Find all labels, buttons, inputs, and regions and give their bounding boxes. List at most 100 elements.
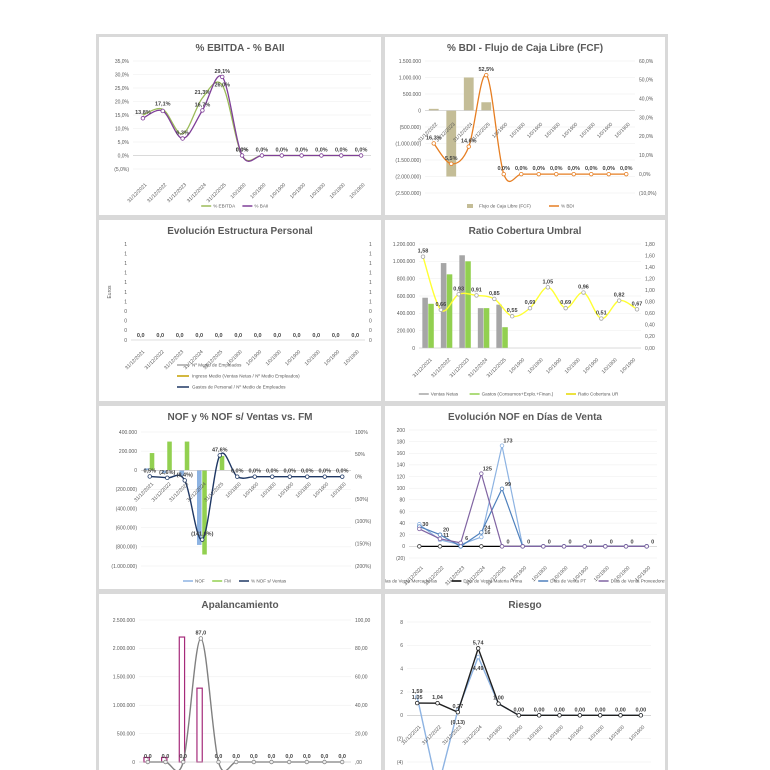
data-label: 0,0 (176, 333, 184, 339)
data-label: (2,6%) (159, 470, 175, 476)
y-tick-label: 1,60 (645, 253, 655, 259)
y-tick-label: 2 (400, 690, 403, 696)
data-label: 52,5% (478, 67, 494, 73)
chart-title: Evolución Estructura Personal (167, 226, 313, 237)
data-label: (8,4%) (177, 472, 193, 478)
bar (428, 303, 434, 348)
data-point (305, 474, 310, 479)
y-tick-label: 60,0% (639, 59, 654, 65)
data-point (634, 307, 640, 312)
data-point (270, 474, 275, 479)
bar (196, 687, 203, 763)
data-point (217, 453, 222, 458)
data-point (160, 108, 165, 114)
data-point (140, 116, 146, 121)
data-label: (141,0%) (191, 532, 213, 538)
data-point (475, 646, 481, 651)
chart-apalancamiento[interactable]: Apalancamiento 0 500.000 1.000.000 1.500.000… (99, 594, 381, 770)
x-tick-label: 31/12/2025 (486, 357, 508, 379)
y-axis-title: Euros (107, 285, 113, 299)
y-tick-label: 8 (400, 620, 403, 626)
data-label: 0,0 (332, 333, 340, 339)
x-tick-label: 1/0/1900 (289, 182, 307, 200)
y-tick-label: 1 (369, 261, 372, 267)
y-tick-label: (150%) (355, 541, 371, 547)
data-point (606, 171, 611, 177)
y-tick-label: 1.500.000 (399, 59, 421, 65)
chart-title: Riesgo (508, 600, 541, 611)
bar (144, 468, 150, 471)
data-point (479, 534, 484, 540)
y-tick-label: 1,80 (645, 242, 655, 248)
chart-nof-dias-venta[interactable]: Evolución NOF en Días de Venta (20) 0 20 40 6… (385, 406, 665, 589)
chart-estructura-personal[interactable]: Evolución Estructura Personal 0 0 0 0 1 1 1 1 1 1 1… (99, 220, 381, 401)
x-tick-label: 1/0/1900 (579, 122, 597, 140)
data-label: 0 (506, 539, 509, 545)
y-tick-label: 0 (124, 309, 127, 315)
y-tick-label: 2.500.000 (113, 618, 135, 624)
data-label: 0,0% (550, 166, 563, 172)
data-label: 0 (568, 539, 571, 545)
data-label: 1,00 (493, 696, 504, 702)
y-tick-label: 0 (400, 713, 403, 719)
x-tick-label: 1/0/1900 (526, 122, 544, 140)
chart-nof-fm[interactable]: NOF y % NOF s/ Ventas vs. FM (1.000.000) (… (99, 406, 381, 589)
data-point (603, 544, 608, 549)
data-label: 0,0 (215, 333, 223, 339)
y-tick-label: (800.000) (116, 545, 138, 551)
y-tick-label: 50,0% (639, 78, 654, 84)
data-point (589, 171, 594, 177)
data-label: 0,69 (560, 300, 571, 306)
x-tick-label: 1/0/1900 (304, 349, 322, 367)
data-label: 13,8% (135, 110, 151, 116)
y-tick-label: 0 (134, 468, 137, 474)
data-label: 0,0 (162, 754, 170, 760)
data-point (581, 290, 586, 295)
x-tick-label: 1/0/1900 (596, 122, 614, 140)
data-label: 0,66 (435, 302, 446, 308)
data-point (458, 540, 463, 546)
x-tick-label: 1/0/1900 (269, 182, 287, 200)
x-tick-label: 1/0/1900 (561, 122, 579, 140)
x-tick-label: 1/0/1900 (242, 481, 260, 499)
data-label: 0,0 (215, 754, 223, 760)
legend-label: Ventas Netas (431, 392, 459, 397)
data-label: 0,0 (351, 333, 359, 339)
bar (496, 304, 502, 348)
chart-riesgo[interactable]: Riesgo(4)(2)024681,59(6,36)0,000,000,000… (385, 594, 665, 770)
data-label: 17,1% (155, 101, 171, 107)
chart-ratio-cobertura-umbral[interactable]: Ratio Cobertura Umbral 0 200.000 400.000 600… (385, 220, 665, 401)
y-tick-label: 0,80 (645, 300, 655, 306)
x-tick-label: 31/12/2024 (462, 724, 484, 746)
data-point (417, 526, 422, 532)
y-tick-label: 1,40 (645, 265, 655, 271)
data-label: 0,0% (318, 469, 331, 475)
data-point (479, 544, 484, 549)
data-label: 99 (505, 482, 511, 488)
y-tick-label: 40,00 (355, 703, 368, 709)
data-point (435, 700, 440, 706)
y-tick-label: 40 (399, 521, 405, 527)
legend-label: Flujo de Caja Libre (FCF) (479, 204, 531, 209)
data-label: 173 (503, 439, 512, 445)
data-label: 0,0 (232, 754, 240, 760)
y-tick-label: 1 (369, 242, 372, 248)
data-label: 0,0 (144, 754, 152, 760)
y-tick-label: 4 (400, 666, 403, 672)
y-tick-label: 35,0% (115, 59, 130, 65)
data-label: 0 (630, 539, 633, 545)
data-point (252, 474, 257, 479)
data-point (165, 475, 170, 481)
x-tick-label: 1/0/1900 (343, 349, 361, 367)
data-label: 0,0 (293, 333, 301, 339)
y-tick-label: 600.000 (397, 294, 415, 300)
y-tick-label: 140 (397, 463, 406, 469)
chart-ebitda-baii[interactable]: % EBITDA - % BAII (5,0%) 0,0% 5,0% 10,0% 15,0… (99, 37, 381, 215)
legend-label: Días de Venta Proveedores (611, 579, 665, 584)
data-point (200, 108, 205, 113)
bar (481, 102, 492, 111)
chart-bdi-fcf[interactable]: % BDI - Flujo de Caja Libre (FCF) (2.500.… (385, 37, 665, 215)
y-tick-label: 1.000.000 (399, 75, 421, 81)
y-tick-label: 0 (124, 319, 127, 325)
data-point (437, 532, 443, 537)
